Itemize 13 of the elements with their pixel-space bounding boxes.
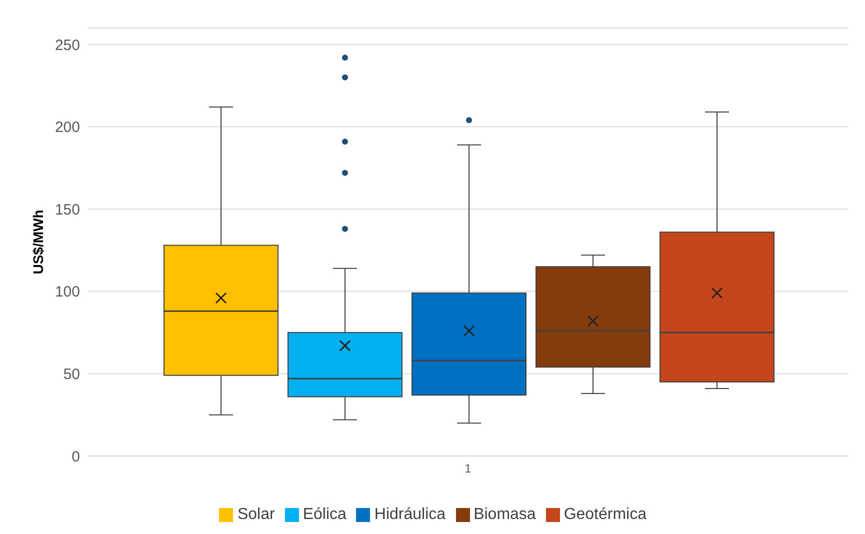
legend-label: Geotérmica [564, 506, 647, 523]
y-tick-label: 50 [63, 366, 80, 384]
y-axis-title: US$/MWh [30, 210, 46, 274]
y-tick-label: 250 [54, 36, 80, 54]
legend-label: Biomasa [474, 506, 536, 523]
legend-label: Eólica [302, 506, 346, 523]
y-tick-label: 0 [72, 448, 80, 466]
x-tick-label: 1 [464, 462, 472, 476]
legend-label: Hidráulica [374, 506, 446, 523]
y-tick-label: 150 [54, 201, 80, 218]
y-tick-label: 200 [54, 119, 80, 136]
y-tick-label: 100 [54, 284, 80, 301]
legend-label: Solar [237, 506, 275, 523]
